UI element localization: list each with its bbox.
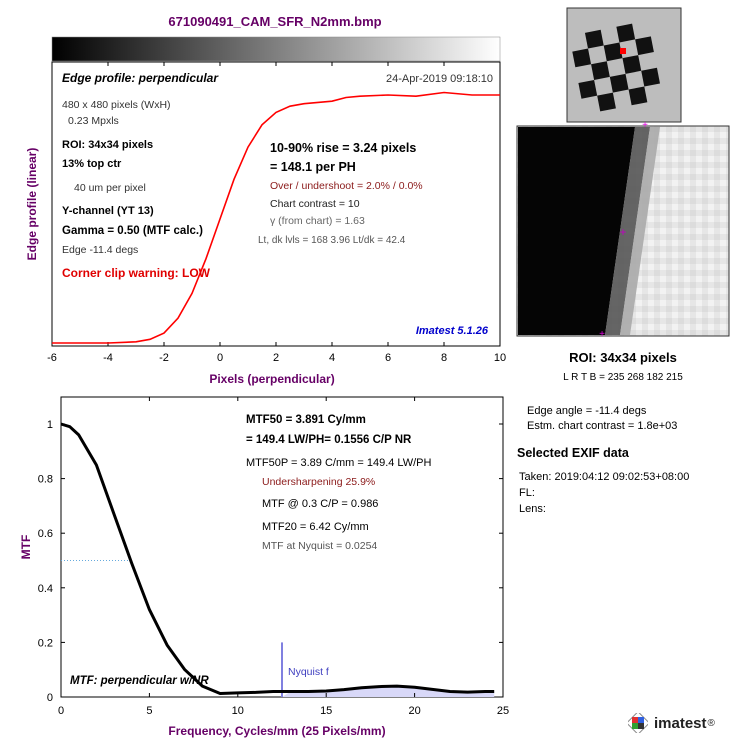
mtf50-lwph: = 149.4 LW/PH= 0.1556 C/P NR — [246, 434, 412, 446]
gamma-from-chart: γ (from chart) = 1.63 — [270, 215, 365, 227]
checker-square — [603, 42, 623, 62]
info-edge-angle: Edge -11.4 degs — [62, 244, 138, 256]
file-title: 671090491_CAM_SFR_N2mm.bmp — [168, 14, 381, 29]
edge-y-label: Edge profile (linear) — [25, 148, 39, 261]
edge-heading: Edge profile: perpendicular — [62, 71, 219, 85]
info-location: 13% top ctr — [62, 158, 122, 170]
mtf-series-line — [60, 422, 495, 695]
edge-x-tick-label: -2 — [159, 352, 169, 364]
nyquist-label: Nyquist f — [288, 666, 329, 678]
mtf-x-tick-label: 5 — [146, 705, 152, 717]
info-megapixels: 0.23 Mpxls — [68, 115, 119, 127]
corner-clip-warning: Corner clip warning: LOW — [62, 266, 211, 280]
edge-plot-area — [51, 61, 501, 347]
edge-x-label: Pixels (perpendicular) — [209, 372, 334, 386]
mtf-at-03: MTF @ 0.3 C/P = 0.986 — [262, 498, 378, 510]
info-gamma: Gamma = 0.50 (MTF calc.) — [62, 225, 203, 237]
checker-square — [616, 23, 636, 43]
mtf-x-tick-label: 15 — [320, 705, 332, 717]
imatest-version: Imatest 5.1.26 — [416, 325, 489, 337]
edge-x-tick-label: 6 — [385, 352, 391, 364]
rise-per-ph: = 148.1 per PH — [270, 160, 356, 174]
mtf-y-tick-label: 0 — [47, 692, 53, 704]
chart-contrast: Chart contrast = 10 — [270, 198, 360, 210]
mtf-y-tick-label: 0.2 — [38, 637, 53, 649]
edge-datetime: 24-Apr-2019 09:18:10 — [386, 73, 493, 85]
mtf-x-tick-label: 20 — [408, 705, 420, 717]
roi-center-marker: + — [619, 225, 626, 239]
roi-coordinates: L R T B = 235 268 182 215 — [563, 372, 683, 383]
info-channel: Y-channel (YT 13) — [62, 205, 154, 217]
exif-taken: Taken: 2019:04:12 09:02:53+08:00 — [519, 471, 690, 483]
mtf-beyond-nyquist-fill — [282, 686, 495, 697]
mtf-at-nyquist: MTF at Nyquist = 0.0254 — [262, 540, 377, 552]
mtf20-value: MTF20 = 6.42 Cy/mm — [262, 521, 369, 533]
checker-square — [591, 61, 610, 80]
edge-x-tick-label: -4 — [103, 352, 113, 364]
imatest-logo-text: imatest — [654, 714, 707, 732]
mtf-y-tick-label: 0.8 — [38, 474, 53, 486]
mtf-y-tick-label: 0.4 — [38, 583, 53, 595]
mtf50-value: MTF50 = 3.891 Cy/mm — [246, 414, 366, 426]
checker-square — [597, 92, 616, 112]
mtf-x-tick-label: 0 — [58, 705, 64, 717]
roi-edge-transition — [605, 127, 650, 335]
roi-edge-transition-light — [620, 127, 660, 335]
exif-edge-angle: Edge angle = -11.4 degs — [527, 405, 647, 417]
edge-x-tick-label: 2 — [273, 352, 279, 364]
roi-image: + + + — [516, 120, 730, 340]
edge-profile-chart: -6 -4 -2 0 2 4 6 8 10 Edge profile: perpendicula… — [25, 61, 506, 386]
mtf-y-tick-label: 1 — [47, 419, 53, 431]
mtf-x-tick-label: 10 — [232, 705, 244, 717]
imatest-logo-reg: ® — [707, 717, 715, 729]
chart-thumbnail — [566, 7, 682, 123]
checker-square — [609, 73, 629, 93]
roi-top-marker: + — [642, 120, 648, 131]
checker-square — [628, 86, 648, 106]
edge-x-tick-label: 4 — [329, 352, 335, 364]
mtf-y-tick-label: 0.6 — [38, 528, 53, 540]
roi-dark-region — [518, 127, 635, 335]
checker-square — [584, 29, 604, 49]
info-resolution: 480 x 480 pixels (WxH) — [62, 99, 171, 111]
edge-x-tick-label: 10 — [494, 352, 506, 364]
mtf50p-value: MTF50P = 3.89 C/mm = 149.4 LW/PH — [246, 457, 431, 469]
grayscale-bar — [51, 36, 501, 62]
light-dark-levels: Lt, dk lvls = 168 3.96 Lt/dk = 42.4 — [258, 235, 406, 246]
checker-square — [635, 36, 654, 56]
info-roi: ROI: 34x34 pixels — [62, 139, 153, 151]
imatest-logo-icon — [628, 713, 648, 733]
roi-bottom-marker: + — [599, 329, 605, 340]
exif-lens: Lens: — [519, 503, 546, 515]
mtf-y-label: MTF — [19, 535, 33, 560]
roi-marker — [620, 48, 626, 54]
edge-x-tick-label: 0 — [217, 352, 223, 364]
exif-chart-contrast: Estm. chart contrast = 1.8e+03 — [527, 420, 678, 432]
checker-square — [578, 79, 598, 99]
checker-squares — [572, 23, 660, 112]
imatest-logo: imatest ® — [628, 711, 715, 735]
undersharpening: Undersharpening 25.9% — [262, 476, 375, 488]
rise-distance: 10-90% rise = 3.24 pixels — [270, 141, 416, 155]
mtf-x-label: Frequency, Cycles/mm (25 Pixels/mm) — [168, 724, 385, 738]
mtf-x-tick-label: 25 — [497, 705, 509, 717]
over-undershoot: Over / undershoot = 2.0% / 0.0% — [270, 180, 423, 192]
mtf-axis-ticks: 0 5 10 15 20 25 0 0.2 0.4 0.6 0.8 1 — [38, 397, 509, 717]
exif-heading: Selected EXIF data — [517, 446, 629, 460]
roi-size-label: ROI: 34x34 pixels — [569, 350, 677, 365]
exif-focal-length: FL: — [519, 487, 535, 499]
checker-square — [572, 48, 592, 68]
checker-square — [622, 55, 642, 74]
info-pixel-pitch: 40 um per pixel — [74, 182, 146, 194]
edge-profile-line — [52, 91, 500, 344]
mtf-legend: MTF: perpendicular w/NR — [70, 675, 209, 687]
mtf-chart: 0 5 10 15 20 25 0 0.2 0.4 0.6 0.8 1 Nyquist f MTF50… — [19, 396, 509, 738]
edge-x-tick-label: -6 — [47, 352, 57, 364]
checker-square — [641, 67, 660, 87]
edge-x-tick-label: 8 — [441, 352, 447, 364]
